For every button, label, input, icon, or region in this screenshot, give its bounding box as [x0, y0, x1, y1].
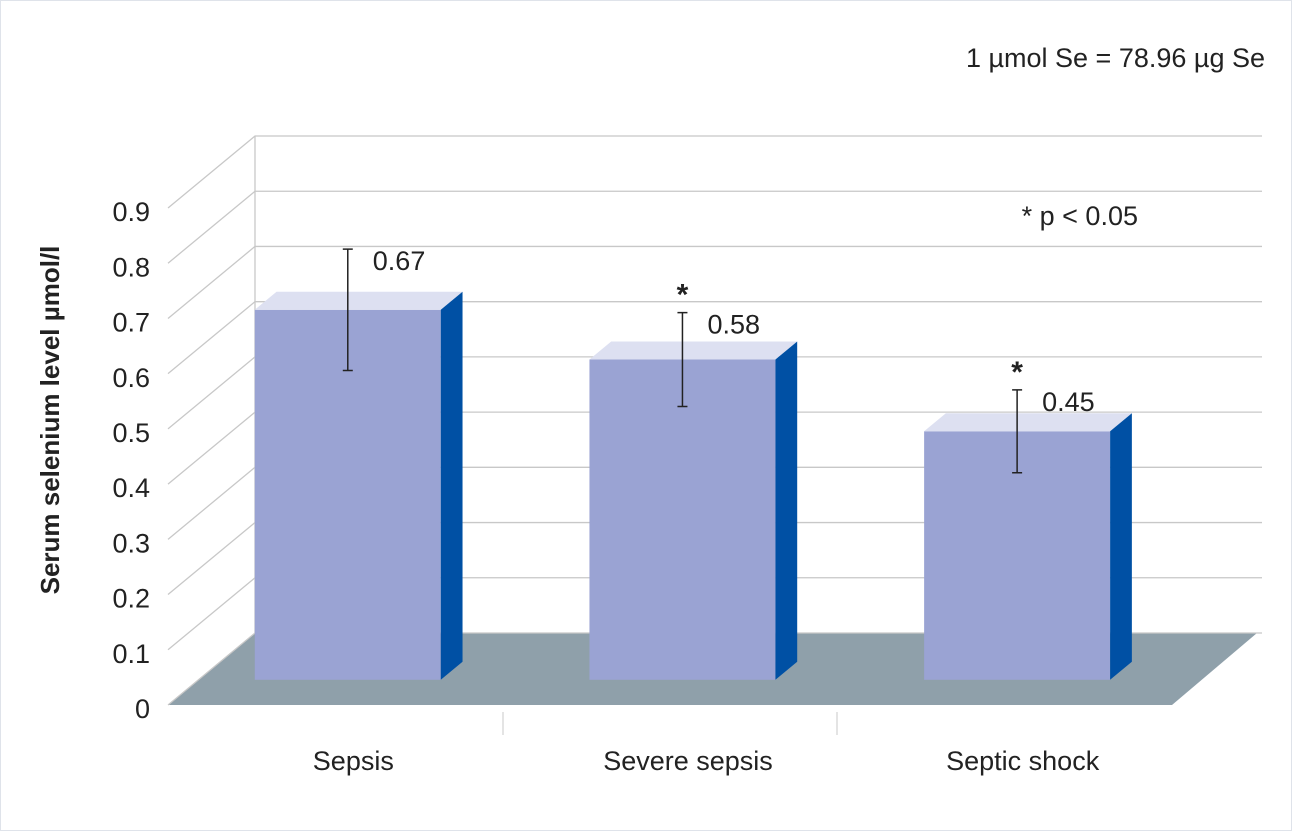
grid-line — [167, 245, 1262, 319]
unit-note: 1 µmol Se = 78.96 µg Se — [966, 43, 1265, 73]
value-label: 0.58 — [707, 310, 760, 340]
y-tick-label: 0.7 — [112, 308, 150, 338]
grid-line — [167, 135, 1262, 209]
value-label: 0.67 — [373, 246, 426, 276]
y-tick-label: 0.1 — [112, 639, 150, 669]
y-tick-label: 0.8 — [112, 252, 150, 282]
x-tick-label: Sepsis — [313, 746, 394, 776]
bar-side — [1110, 413, 1132, 680]
x-tick-label: Severe sepsis — [603, 746, 773, 776]
error-bar — [677, 311, 688, 408]
x-tick-label: Septic shock — [946, 746, 1100, 776]
y-tick-label: 0.4 — [112, 473, 150, 503]
bar-top — [254, 291, 463, 310]
grid-line — [167, 190, 1262, 264]
bar-front — [589, 359, 776, 680]
y-axis-label: Serum selenium level µmol/l — [35, 246, 65, 595]
value-label: 0.45 — [1042, 387, 1095, 417]
y-tick-label: 0.3 — [112, 528, 150, 558]
bar-front — [254, 309, 441, 680]
y-tick-label: 0 — [135, 694, 150, 724]
y-tick-label: 0.5 — [112, 418, 150, 448]
significance-marker: * — [677, 278, 689, 311]
y-tick-label: 0.2 — [112, 584, 150, 614]
error-bar — [342, 248, 353, 372]
grid-line — [167, 301, 1262, 375]
bar-top — [924, 413, 1132, 432]
bar-side — [775, 341, 798, 680]
y-tick-label: 0.9 — [112, 197, 150, 227]
significance-note: * p < 0.05 — [1022, 201, 1138, 231]
bar-side — [440, 291, 463, 680]
significance-marker: * — [1011, 356, 1023, 389]
y-tick-label: 0.6 — [112, 363, 150, 393]
bar-top — [589, 341, 798, 360]
error-bar — [1012, 389, 1023, 474]
